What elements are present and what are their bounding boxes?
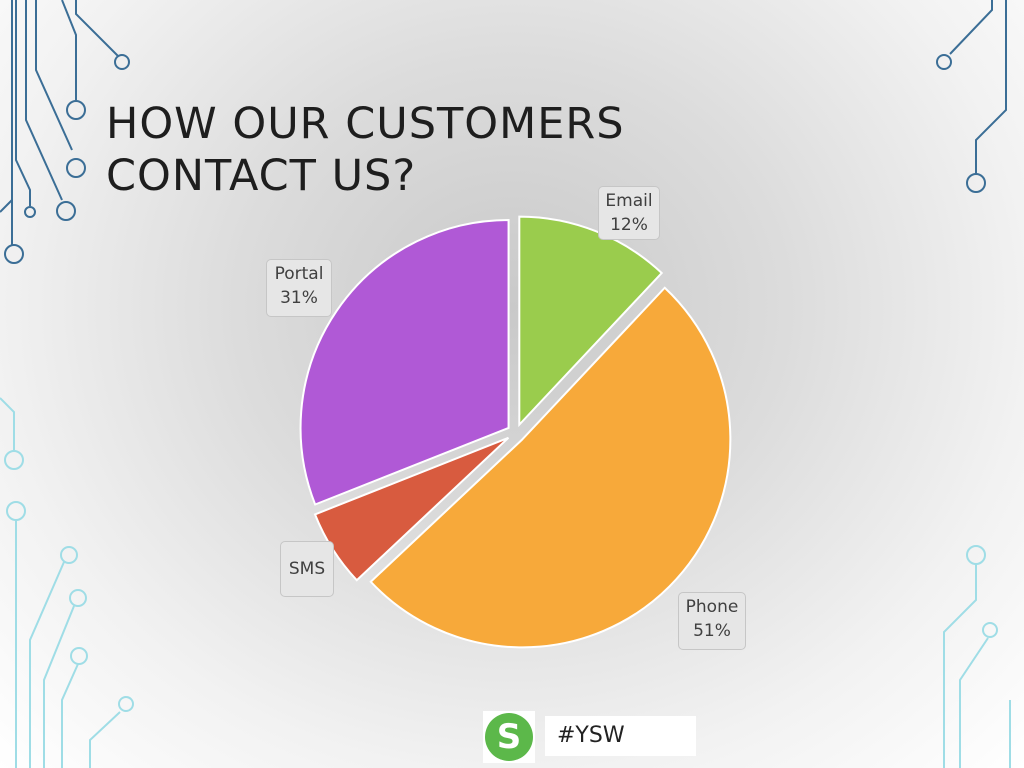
s-letter-logo-icon: S [485,713,533,761]
callout-portal-label: Portal [274,264,324,284]
circuit-top-right-icon [936,0,1007,193]
callout-portal: Portal 31% [266,259,332,317]
pie-slice-portal [299,218,510,506]
circuit-bottom-right-icon [943,545,1011,768]
footer-logo: S [483,711,535,763]
circuit-bottom-left-icon [0,397,134,768]
callout-email-label: Email [605,191,653,211]
slide-title-line-1: HOW OUR CUSTOMERS [106,99,625,149]
callout-phone-label: Phone [685,597,739,617]
callout-sms: SMS [280,541,334,597]
callout-phone-value: 51% [693,621,731,641]
pie-slice-email [518,215,664,428]
slide-title-line-2: CONTACT US? [106,151,417,201]
slide-title: HOW OUR CUSTOMERS CONTACT US? [106,98,666,202]
callout-sms-label: SMS [288,559,326,579]
footer-hashtag: #YSW [545,716,696,756]
pie-slice-phone [369,286,732,649]
circuit-top-left-icon [0,0,130,264]
callout-email: Email 12% [598,186,660,240]
callout-phone: Phone 51% [678,592,746,650]
callout-portal-value: 31% [280,288,318,308]
callout-email-value: 12% [610,215,648,235]
